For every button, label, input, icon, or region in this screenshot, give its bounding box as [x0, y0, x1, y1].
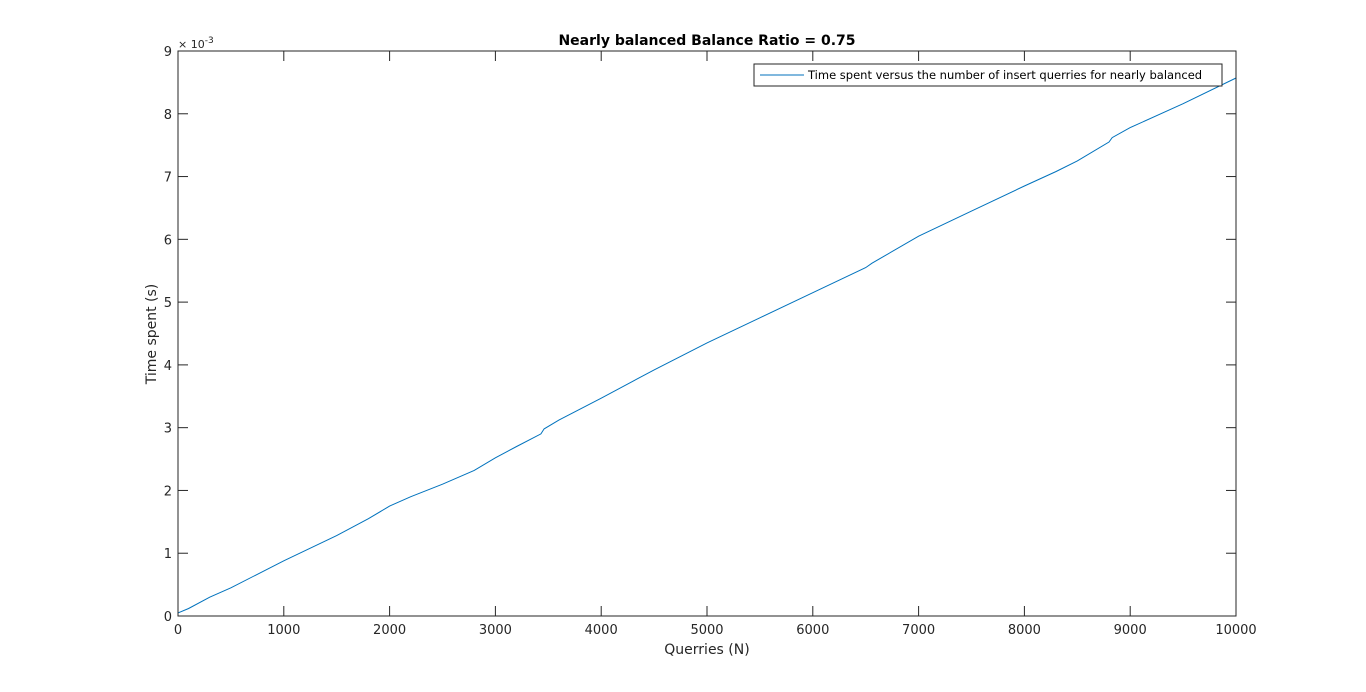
series-line-1: [177, 77, 1237, 614]
x-tick-label: 10000: [1215, 623, 1256, 638]
x-tick-label: 2000: [373, 623, 406, 638]
y-tick-label: 5: [164, 296, 172, 311]
y-exponent-base: × 10: [178, 38, 205, 51]
y-tick-label: 9: [164, 45, 172, 60]
y-tick-label: 3: [164, 422, 172, 437]
y-exponent-power: -3: [205, 36, 214, 46]
y-tick-label: 6: [164, 233, 172, 248]
y-axis-label: Time spent (s): [144, 284, 160, 386]
y-tick-label: 4: [164, 359, 172, 374]
chart-title: Nearly balanced Balance Ratio = 0.75: [558, 33, 855, 49]
x-tick-label: 8000: [1008, 623, 1041, 638]
y-tick-label: 7: [164, 171, 172, 186]
series-layer: [177, 77, 1237, 614]
y-tick-label: 8: [164, 108, 172, 123]
legend-box: [753, 63, 1223, 87]
legend: Time spent versus the number of insert q…: [753, 63, 1223, 87]
plot-area: [178, 51, 1236, 616]
x-tick-label: 7000: [902, 623, 935, 638]
y-tick-label: 2: [164, 484, 172, 499]
x-tick-label: 9000: [1114, 623, 1147, 638]
tick-labels: 0 1000 2000 3000 4000 5000 6000 7000 8000 9000 100…: [164, 45, 1257, 638]
legend-entry-series-1: Time spent versus the number of insert q…: [807, 68, 1202, 82]
plot-frame: [177, 50, 1237, 617]
x-tick-label: 0: [174, 623, 182, 638]
x-tick-label: 1000: [267, 623, 300, 638]
x-tick-label: 6000: [796, 623, 829, 638]
x-tick-label: 3000: [479, 623, 512, 638]
x-tick-label: 5000: [690, 623, 723, 638]
x-axis-label: Querries (N): [664, 642, 749, 658]
y-tick-label: 1: [164, 547, 172, 562]
y-exponent-label: × 10-3: [178, 36, 214, 51]
x-tick-label: 4000: [585, 623, 618, 638]
y-tick-label: 0: [164, 610, 172, 625]
